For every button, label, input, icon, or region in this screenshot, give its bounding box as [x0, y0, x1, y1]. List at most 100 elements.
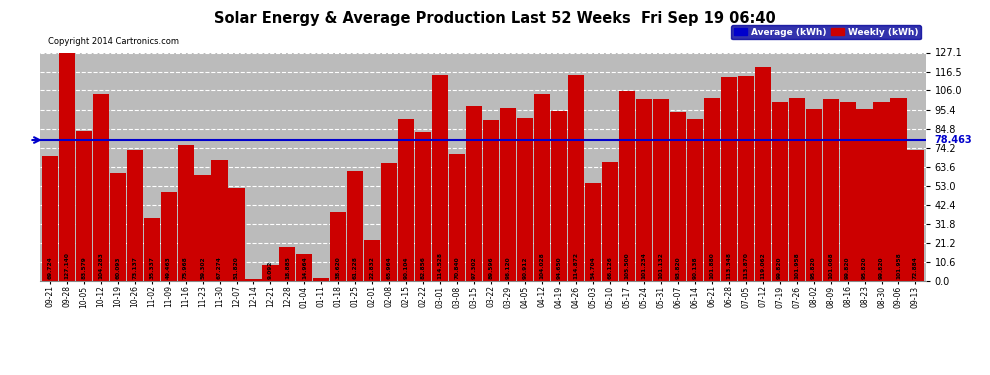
- Bar: [331, 212, 346, 281]
- Text: 101.958: 101.958: [794, 252, 799, 279]
- Bar: [75, 131, 92, 281]
- Text: 75.968: 75.968: [183, 256, 188, 279]
- Text: 127.140: 127.140: [64, 252, 69, 279]
- Bar: [687, 119, 703, 281]
- Bar: [127, 150, 143, 281]
- Bar: [602, 162, 618, 281]
- Bar: [212, 160, 228, 281]
- Bar: [58, 53, 75, 281]
- Bar: [771, 102, 788, 281]
- Text: 101.068: 101.068: [828, 252, 834, 279]
- Text: 97.302: 97.302: [471, 256, 476, 279]
- Bar: [908, 150, 924, 281]
- Bar: [500, 108, 516, 281]
- Bar: [568, 75, 584, 281]
- Bar: [246, 279, 261, 281]
- Text: 49.463: 49.463: [166, 256, 171, 279]
- Text: 35.337: 35.337: [149, 256, 154, 279]
- Text: 101.234: 101.234: [642, 252, 646, 279]
- Text: 101.880: 101.880: [709, 252, 714, 279]
- Bar: [398, 119, 414, 281]
- Text: 94.650: 94.650: [556, 256, 561, 279]
- Bar: [449, 154, 465, 281]
- Bar: [279, 247, 295, 281]
- Bar: [534, 94, 550, 281]
- Bar: [856, 109, 872, 281]
- Text: 90.138: 90.138: [692, 256, 697, 279]
- Bar: [110, 173, 126, 281]
- Bar: [789, 98, 805, 281]
- Text: Copyright 2014 Cartronics.com: Copyright 2014 Cartronics.com: [49, 37, 179, 46]
- Text: 65.964: 65.964: [387, 256, 392, 279]
- Bar: [432, 75, 448, 281]
- Legend: Average (kWh), Weekly (kWh): Average (kWh), Weekly (kWh): [731, 25, 921, 39]
- Bar: [194, 174, 211, 281]
- Text: 66.126: 66.126: [608, 256, 613, 279]
- Bar: [823, 99, 839, 281]
- Bar: [806, 109, 822, 281]
- Text: 73.137: 73.137: [132, 256, 138, 279]
- Bar: [144, 217, 159, 281]
- Bar: [347, 171, 363, 281]
- Text: 60.093: 60.093: [115, 256, 120, 279]
- Bar: [466, 106, 482, 281]
- Text: 9.092: 9.092: [268, 260, 273, 279]
- Text: 113.870: 113.870: [743, 252, 748, 279]
- Text: 101.958: 101.958: [896, 252, 901, 279]
- Bar: [619, 92, 635, 281]
- Text: 101.132: 101.132: [658, 252, 663, 279]
- Bar: [585, 183, 601, 281]
- Text: 18.885: 18.885: [285, 256, 290, 279]
- Text: 69.724: 69.724: [48, 256, 52, 279]
- Text: 83.579: 83.579: [81, 256, 86, 279]
- Text: 51.820: 51.820: [234, 256, 239, 279]
- Bar: [754, 67, 771, 281]
- Text: 95.820: 95.820: [862, 256, 867, 279]
- Text: 38.620: 38.620: [336, 256, 341, 279]
- Text: 22.832: 22.832: [370, 256, 375, 279]
- Bar: [296, 254, 313, 281]
- Text: 14.964: 14.964: [302, 256, 307, 279]
- Text: 70.840: 70.840: [454, 256, 459, 279]
- Bar: [229, 188, 245, 281]
- Text: 82.856: 82.856: [421, 256, 426, 279]
- Bar: [636, 99, 652, 281]
- Bar: [652, 99, 669, 281]
- Text: 99.820: 99.820: [845, 256, 850, 279]
- Bar: [670, 112, 686, 281]
- Text: 72.884: 72.884: [913, 256, 918, 279]
- Bar: [721, 77, 737, 281]
- Text: 93.820: 93.820: [675, 256, 680, 279]
- Text: 67.274: 67.274: [217, 256, 222, 279]
- Text: 114.528: 114.528: [438, 252, 443, 279]
- Bar: [364, 240, 380, 281]
- Bar: [551, 111, 567, 281]
- Text: 105.500: 105.500: [625, 252, 630, 279]
- Text: Solar Energy & Average Production Last 52 Weeks  Fri Sep 19 06:40: Solar Energy & Average Production Last 5…: [214, 11, 776, 26]
- Text: 90.104: 90.104: [404, 256, 409, 279]
- Text: 119.062: 119.062: [760, 252, 765, 279]
- Text: 78.463: 78.463: [935, 135, 972, 145]
- Text: 90.912: 90.912: [523, 256, 528, 279]
- Bar: [262, 265, 278, 281]
- Text: 61.228: 61.228: [352, 256, 357, 279]
- Text: 99.820: 99.820: [777, 256, 782, 279]
- Text: 113.348: 113.348: [727, 252, 732, 279]
- Text: 54.704: 54.704: [590, 256, 595, 279]
- Bar: [840, 102, 855, 281]
- Bar: [873, 102, 890, 281]
- Text: 95.820: 95.820: [811, 256, 816, 279]
- Text: 104.283: 104.283: [98, 252, 103, 279]
- Bar: [517, 118, 534, 281]
- Bar: [313, 278, 330, 281]
- Text: 99.820: 99.820: [879, 256, 884, 279]
- Bar: [160, 192, 176, 281]
- Bar: [704, 98, 720, 281]
- Text: 114.872: 114.872: [573, 252, 578, 279]
- Bar: [177, 144, 194, 281]
- Bar: [890, 98, 907, 281]
- Bar: [93, 94, 109, 281]
- Text: 104.028: 104.028: [540, 252, 545, 279]
- Text: 96.120: 96.120: [506, 256, 511, 279]
- Bar: [483, 120, 499, 281]
